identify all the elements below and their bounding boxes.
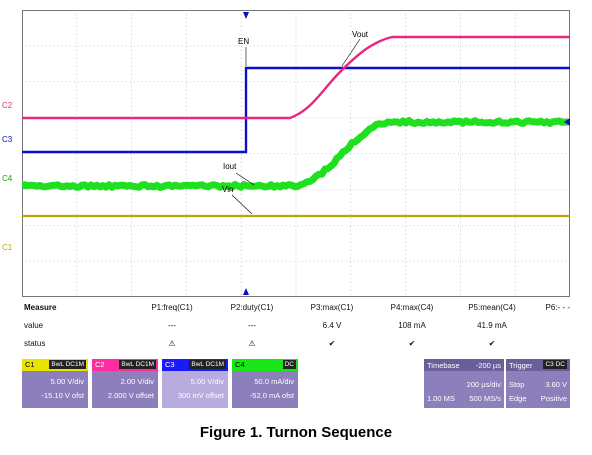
c4-descriptor[interactable]: C4 DC 50.0 mA/div -52.0 mA ofst	[232, 359, 298, 408]
c3-scale: 5.00 V/div	[191, 377, 224, 386]
c2-coupling: BwL DC1M	[119, 360, 156, 369]
trigger-mode: Stop	[509, 380, 524, 389]
param-name[interactable]: P6:- - -	[522, 303, 570, 312]
param-value: 6.4 V	[292, 321, 372, 330]
param-value: ---	[212, 321, 292, 330]
c4-trace	[22, 121, 568, 188]
trigger-position-marker	[243, 12, 249, 19]
c4-scale: 50.0 mA/div	[254, 377, 294, 386]
check-icon: ✔	[292, 339, 372, 348]
check-icon: ✔	[452, 339, 532, 348]
param-name[interactable]: P3:max(C1)	[292, 303, 372, 312]
vout-label: Vout	[352, 30, 369, 39]
measure-value-row: value --- --- 6.4 V 108 mA 41.9 mA	[22, 321, 570, 335]
c2-descriptor[interactable]: C2 BwL DC1M 2.00 V/div 2.000 V offset	[92, 359, 158, 408]
param-name[interactable]: P2:duty(C1)	[212, 303, 292, 312]
c4-name: C4	[235, 360, 245, 369]
grid	[22, 10, 570, 297]
timebase-samples: 1.00 MS	[427, 394, 455, 403]
param-value: 108 mA	[372, 321, 452, 330]
value-label: value	[24, 321, 43, 330]
trigger-title: Trigger	[509, 361, 532, 370]
timebase-descriptor[interactable]: Timebase -200 µs 200 µs/div 1.00 MS 500 …	[424, 359, 504, 408]
c3-name: C3	[165, 360, 175, 369]
param-name[interactable]: P4:max(C4)	[372, 303, 452, 312]
c1-descriptor[interactable]: C1 BwL DC1M 5.00 V/div -15.10 V ofst	[22, 359, 88, 408]
scope-display: EN Vout Iout Vin C2 C3 C4 C1	[22, 10, 570, 297]
en-label: EN	[238, 37, 249, 46]
c1-marker-label: C1	[2, 243, 12, 252]
vin-label: Vin	[222, 185, 233, 194]
measure-status-row: status ⚠ ⚠ ✔ ✔ ✔	[22, 339, 570, 353]
trigger-type: Edge	[509, 394, 527, 403]
c2-scale: 2.00 V/div	[121, 377, 154, 386]
param-name[interactable]: P1:freq(C1)	[132, 303, 212, 312]
param-name[interactable]: P5:mean(C4)	[452, 303, 532, 312]
param-value: ---	[132, 321, 212, 330]
waveform-area: EN Vout Iout Vin	[22, 10, 570, 297]
c4-marker-label: C4	[2, 174, 12, 183]
measure-heading: Measure	[24, 303, 56, 312]
trigger-slope: Positive	[541, 394, 567, 403]
timebase-delay: -200 µs	[476, 361, 501, 370]
c2-offset: 2.000 V offset	[108, 391, 154, 400]
c1-coupling: BwL DC1M	[49, 360, 86, 369]
trigger-channel: C3 DC	[543, 360, 567, 369]
figure-caption: Figure 1. Turnon Sequence	[0, 424, 592, 441]
c3-descriptor[interactable]: C3 BwL DC1M 5.00 V/div 300 mV offset	[162, 359, 228, 408]
warning-icon: ⚠	[132, 339, 212, 348]
trigger-descriptor[interactable]: Trigger C3 DC Stop 3.60 V Edge Positive	[506, 359, 570, 408]
trigger-bottom-marker	[243, 288, 249, 295]
c2-name: C2	[95, 360, 105, 369]
c1-scale: 5.00 V/div	[51, 377, 84, 386]
c4-coupling: DC	[283, 360, 296, 369]
c3-coupling: BwL DC1M	[189, 360, 226, 369]
c1-name: C1	[25, 360, 35, 369]
param-value: 41.9 mA	[452, 321, 532, 330]
c4-offset: -52.0 mA ofst	[250, 391, 294, 400]
channel-descriptor-bar: C1 BwL DC1M 5.00 V/div -15.10 V ofst C2 …	[22, 359, 570, 408]
status-label: status	[24, 339, 45, 348]
iout-label: Iout	[223, 162, 237, 171]
c3-offset: 300 mV offset	[178, 391, 224, 400]
c3-marker-label: C3	[2, 135, 12, 144]
warning-icon: ⚠	[212, 339, 292, 348]
trigger-level: 3.60 V	[545, 380, 567, 389]
timebase-title: Timebase	[427, 361, 460, 370]
timebase-rate: 500 MS/s	[469, 394, 501, 403]
c1-offset: -15.10 V ofst	[41, 391, 84, 400]
measure-header-row: Measure P1:freq(C1) P2:duty(C1) P3:max(C…	[22, 303, 570, 317]
c2-trace	[22, 37, 570, 118]
timebase-per-div: 200 µs/div	[467, 380, 501, 389]
check-icon: ✔	[372, 339, 452, 348]
measure-table: Measure P1:freq(C1) P2:duty(C1) P3:max(C…	[22, 300, 570, 358]
c2-marker-label: C2	[2, 101, 12, 110]
